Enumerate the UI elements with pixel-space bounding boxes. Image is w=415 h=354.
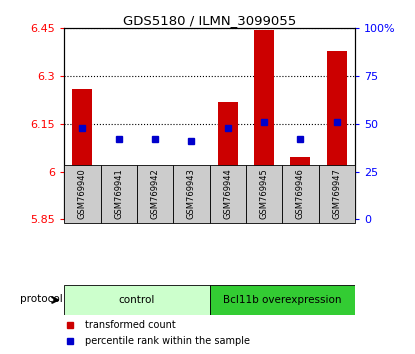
Bar: [254, 30, 274, 219]
Text: GSM769942: GSM769942: [151, 169, 160, 219]
Bar: [109, 180, 129, 219]
Text: control: control: [119, 295, 155, 305]
Bar: [173, 165, 210, 223]
Bar: [319, 165, 355, 223]
Bar: [100, 165, 137, 223]
Bar: [210, 285, 355, 315]
Bar: [145, 180, 165, 219]
Bar: [282, 165, 319, 223]
Bar: [246, 165, 282, 223]
Bar: [210, 165, 246, 223]
Text: GSM769943: GSM769943: [187, 169, 196, 219]
Text: GSM769941: GSM769941: [114, 169, 123, 219]
Bar: [327, 51, 347, 219]
Bar: [290, 157, 310, 219]
Text: GSM769940: GSM769940: [78, 169, 87, 219]
Bar: [64, 285, 210, 315]
Text: GSM769945: GSM769945: [259, 169, 269, 219]
Title: GDS5180 / ILMN_3099055: GDS5180 / ILMN_3099055: [123, 14, 296, 27]
Text: GSM769944: GSM769944: [223, 169, 232, 219]
Text: protocol: protocol: [20, 294, 62, 304]
Text: GSM769946: GSM769946: [296, 169, 305, 219]
Text: GSM769947: GSM769947: [332, 169, 341, 219]
Bar: [218, 102, 238, 219]
Text: transformed count: transformed count: [85, 320, 176, 330]
Text: percentile rank within the sample: percentile rank within the sample: [85, 336, 250, 346]
Text: Bcl11b overexpression: Bcl11b overexpression: [223, 295, 342, 305]
Bar: [73, 89, 93, 219]
Bar: [181, 211, 201, 219]
Bar: [64, 165, 101, 223]
Bar: [137, 165, 173, 223]
